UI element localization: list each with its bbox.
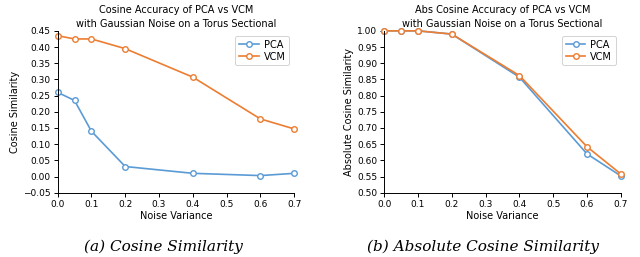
Text: (a) Cosine Similarity: (a) Cosine Similarity	[84, 240, 243, 254]
VCM	[291, 127, 298, 131]
PCA	[380, 29, 388, 32]
Legend: PCA, VCM: PCA, VCM	[562, 36, 616, 66]
PCA	[70, 99, 78, 102]
VCM	[122, 47, 129, 50]
PCA	[414, 29, 422, 32]
VCM	[380, 29, 388, 32]
X-axis label: Noise Variance: Noise Variance	[466, 212, 539, 222]
VCM	[70, 37, 78, 40]
PCA	[189, 172, 196, 175]
Y-axis label: Absolute Cosine Similarity: Absolute Cosine Similarity	[344, 48, 355, 176]
VCM	[54, 34, 61, 37]
VCM	[88, 37, 95, 40]
Text: (b) Absolute Cosine Similarity: (b) Absolute Cosine Similarity	[367, 240, 599, 254]
VCM	[448, 33, 456, 36]
Line: VCM: VCM	[381, 28, 623, 177]
Y-axis label: Cosine Similarity: Cosine Similarity	[10, 71, 20, 153]
PCA	[122, 165, 129, 168]
PCA	[54, 91, 61, 94]
VCM	[516, 74, 524, 77]
VCM	[189, 76, 196, 79]
PCA	[617, 174, 625, 177]
VCM	[257, 117, 264, 121]
VCM	[617, 172, 625, 176]
VCM	[583, 145, 591, 148]
Title: Abs Cosine Accuracy of PCA vs VCM
with Gaussian Noise on a Torus Sectional: Abs Cosine Accuracy of PCA vs VCM with G…	[403, 5, 603, 29]
X-axis label: Noise Variance: Noise Variance	[140, 212, 212, 222]
PCA	[397, 29, 405, 32]
VCM	[397, 29, 405, 32]
PCA	[88, 130, 95, 133]
PCA	[291, 172, 298, 175]
Line: VCM: VCM	[55, 33, 297, 132]
PCA	[448, 33, 456, 36]
PCA	[516, 76, 524, 79]
Legend: PCA, VCM: PCA, VCM	[236, 36, 289, 66]
Line: PCA: PCA	[55, 90, 297, 178]
Title: Cosine Accuracy of PCA vs VCM
with Gaussian Noise on a Torus Sectional: Cosine Accuracy of PCA vs VCM with Gauss…	[76, 5, 276, 29]
PCA	[583, 152, 591, 155]
PCA	[257, 174, 264, 177]
Line: PCA: PCA	[381, 28, 623, 179]
VCM	[414, 29, 422, 32]
